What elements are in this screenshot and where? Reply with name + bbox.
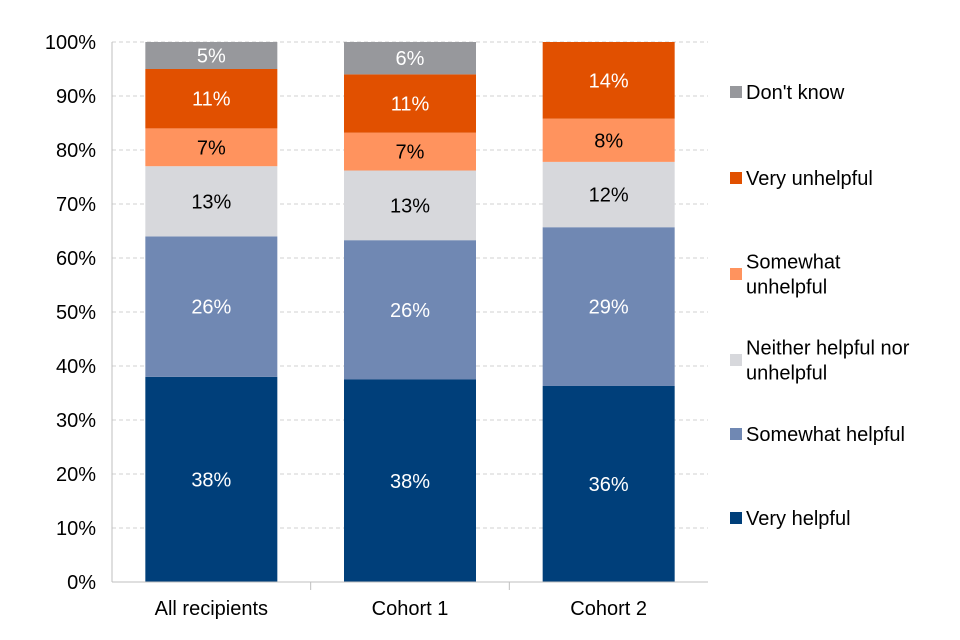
bar-segment [542,118,675,162]
data-label: 38% [390,471,430,493]
legend-label: unhelpful [746,277,827,299]
legend-label: Very helpful [746,508,851,530]
bars: 38% 26% 13% 7% 11% 5% 38% 26% 13% 7% 11% 6% 36% 29% 12… [145,42,675,582]
y-tick-label: 50% [56,302,96,324]
bar-segment [145,128,278,167]
data-label: 7% [396,142,425,164]
data-label: 11% [391,94,430,116]
bar-segment [145,166,278,237]
bar-segment [344,170,476,241]
data-label: 26% [390,300,430,322]
bar-segment [344,74,476,133]
legend-label: Don't know [746,82,845,104]
x-category-label: Cohort 1 [372,598,449,620]
data-label: 8% [594,130,623,152]
legend-label: unhelpful [746,363,827,385]
bar-segment [145,236,278,377]
legend-swatch [730,354,742,366]
legend: Don't know Very unhelpful Somewhat unhelpfu… [730,82,910,530]
y-tick-label: 30% [56,410,96,432]
bar-segment [542,227,675,386]
bar-segment [542,385,675,582]
y-tick-label: 10% [56,518,96,540]
data-label: 7% [197,137,226,159]
y-tick-label: 20% [56,464,96,486]
legend-swatch [730,172,742,184]
legend-swatch [730,428,742,440]
data-label: 12% [589,185,629,207]
x-category-label: All recipients [155,598,268,620]
legend-label: Somewhat helpful [746,424,905,446]
y-tick-label: 100% [45,32,96,54]
data-label: 26% [191,297,231,319]
legend-swatch [730,86,742,98]
y-tick-label: 80% [56,140,96,162]
data-label: 29% [589,297,629,319]
bar-segment [145,42,278,69]
x-category-label: Cohort 2 [570,598,647,620]
y-tick-label: 90% [56,86,96,108]
data-label: 36% [589,474,629,496]
bar-segment [145,69,278,129]
legend-label: Neither helpful nor [746,338,910,360]
y-tick-label: 0% [67,572,96,594]
legend-swatch [730,268,742,280]
legend-label: Somewhat [746,252,841,274]
y-axis: 0% 10% 20% 30% 40% 50% 60% 70% 80% 90% 100% [45,32,113,594]
x-axis: All recipients Cohort 1 Cohort 2 [112,581,708,620]
bar-segment [344,379,476,582]
bar-segment [344,132,476,171]
legend-swatch [730,512,742,524]
data-label: 11% [192,89,231,111]
y-tick-label: 60% [56,248,96,270]
data-label: 5% [197,46,226,68]
bar-segment [344,240,476,380]
bar-segment [542,161,675,228]
legend-label: Very unhelpful [746,168,873,190]
y-tick-label: 40% [56,356,96,378]
data-label: 13% [390,195,430,217]
bar-segment [542,42,675,119]
data-label: 6% [396,48,425,70]
data-label: 14% [589,70,629,92]
bar-segment [145,376,278,582]
data-label: 38% [191,469,231,491]
y-tick-label: 70% [56,194,96,216]
data-label: 13% [191,191,231,213]
bar-segment [344,42,476,75]
